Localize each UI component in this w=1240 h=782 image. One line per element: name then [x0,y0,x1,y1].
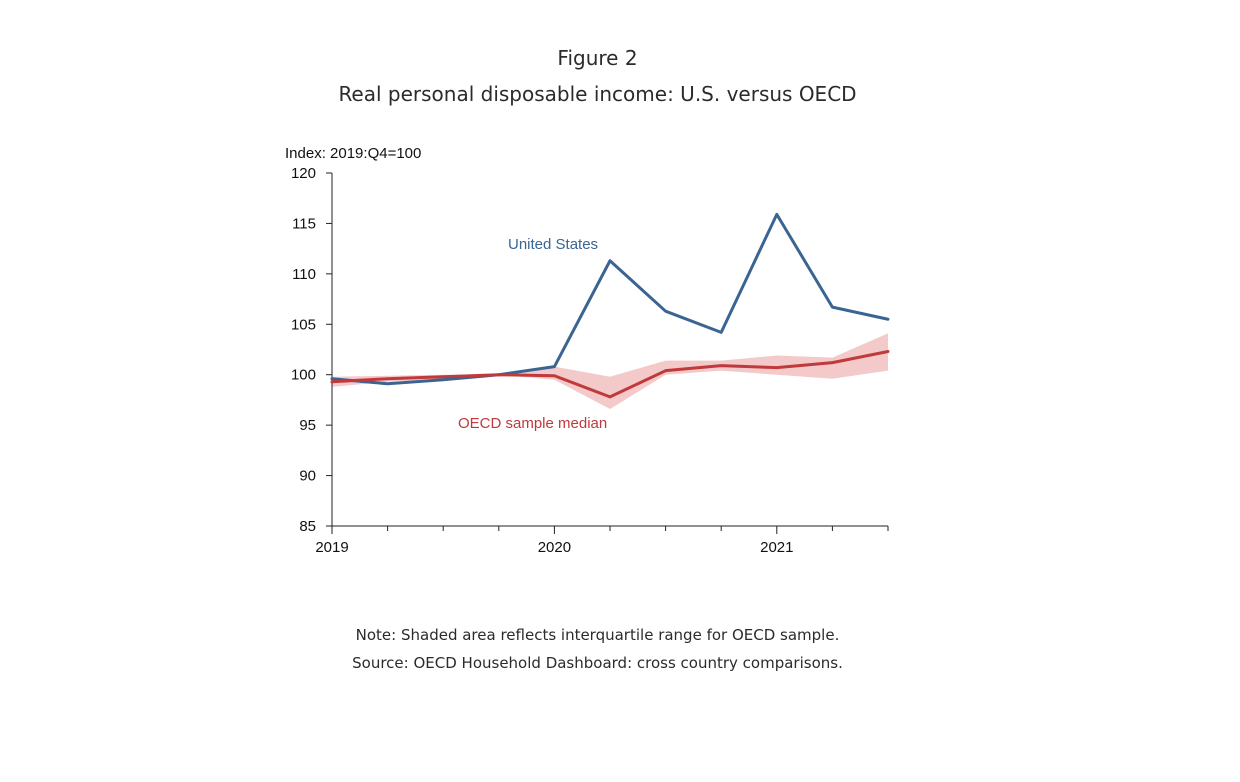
chart-note: Note: Shaded area reflects interquartile… [355,626,840,644]
series-layer [330,212,890,399]
x-tick-label: 2020 [538,539,571,556]
y-tick-label: 100 [291,367,316,384]
axes: 85 90 95 100 105 110 115 120 Index: 2019:Q4=100 2… [285,145,889,556]
y-tick-label: 115 [292,215,316,232]
y-tick-label: 120 [291,165,316,182]
series-label-oecd-median: OECD sample median [458,415,607,432]
series-label-united-states: United States [508,236,598,253]
series-line-1 [330,350,890,399]
chart-source: Source: OECD Household Dashboard: cross … [352,654,843,672]
figure-label: Figure 2 [557,46,638,70]
y-tick-label: 85 [299,518,316,535]
line-chart: 85 90 95 100 105 110 115 120 Index: 2019:Q4=100 2… [285,145,890,556]
y-axis-title: Index: 2019:Q4=100 [285,145,421,162]
y-tick-label: 105 [291,316,316,333]
y-tick-label: 95 [299,417,316,434]
x-tick-label: 2019 [315,539,348,556]
series-labels: United States OECD sample median [458,236,607,432]
iqr-band-layer [332,333,888,410]
x-tick-label: 2021 [760,539,793,556]
y-tick-label: 90 [299,468,316,485]
iqr-band [332,333,888,410]
series-line-0 [330,212,890,386]
y-tick-label: 110 [292,266,316,283]
chart-title: Real personal disposable income: U.S. ve… [338,82,857,106]
